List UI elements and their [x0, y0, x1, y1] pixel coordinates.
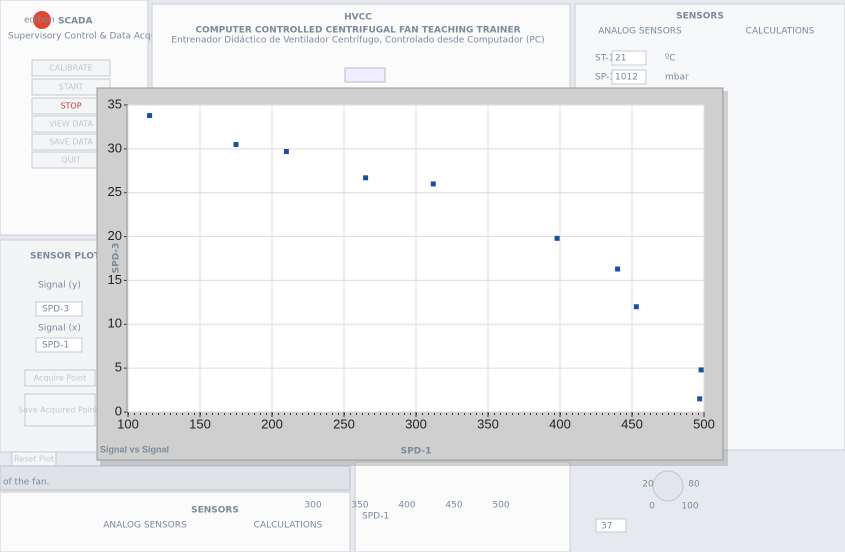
knob-label: 0: [649, 502, 655, 512]
button-label: STOP: [60, 102, 81, 111]
point: [284, 149, 289, 154]
point: [555, 236, 560, 241]
bg-tick-label: 450: [445, 501, 462, 511]
label: Signal (x): [38, 324, 81, 334]
point: [363, 175, 368, 180]
x-tick-label: 100: [117, 416, 139, 431]
sensor-unit: mbar: [665, 73, 689, 83]
point: [234, 142, 239, 147]
button-label: CALIBRATE: [49, 64, 92, 73]
tab[interactable]: ANALOG SENSORS: [598, 27, 682, 37]
bg-tick-label: 350: [351, 501, 368, 511]
y-tick-label: 25: [108, 184, 122, 199]
button-label: VIEW DATA: [49, 120, 93, 129]
point: [697, 396, 702, 401]
caption: of the fan.: [3, 478, 49, 488]
y-tick-label: 20: [108, 228, 122, 243]
x-tick-label: 200: [261, 416, 283, 431]
point: [147, 113, 152, 118]
bg-axis-label: SPD-1: [362, 512, 389, 522]
panel-title: SENSOR PLOT: [30, 252, 101, 262]
sensors-title: SENSORS: [676, 12, 724, 22]
diagram: [345, 68, 385, 82]
dropdown-value: SPD-3: [42, 305, 69, 315]
button-label: START: [59, 83, 84, 92]
x-tick-label: 400: [549, 416, 571, 431]
plot-label: Signal vs Signal: [100, 444, 169, 454]
x-tick-label: 350: [477, 416, 499, 431]
button-label: Save Acquired Points: [18, 406, 102, 415]
caption-bar: [0, 466, 350, 490]
knob-label: 100: [681, 502, 698, 512]
bg-tick-label: 300: [304, 501, 321, 511]
sensor-tag: ST-1: [595, 54, 614, 64]
tab[interactable]: ANALOG SENSORS: [103, 521, 187, 531]
button-label: SAVE DATA: [49, 138, 93, 147]
lower-title: SENSORS: [191, 506, 239, 516]
y-tick-label: 35: [108, 96, 122, 111]
tab[interactable]: CALCULATIONS: [746, 27, 815, 37]
x-tick-label: 250: [333, 416, 355, 431]
knob-value: 37: [601, 522, 612, 532]
knob-label: 80: [688, 480, 700, 490]
label: Signal (y): [38, 281, 81, 291]
button-label: Acquire Point: [34, 374, 87, 383]
bg-tick-label: 400: [398, 501, 415, 511]
x-tick-label: 300: [405, 416, 427, 431]
x-tick-label: 150: [189, 416, 211, 431]
app-subtitle: COMPUTER CONTROLLED CENTRIFUGAL FAN TEAC…: [195, 26, 520, 36]
y-tick-label: 5: [115, 360, 122, 375]
bg-tick-label: 500: [492, 501, 509, 511]
point: [634, 304, 639, 309]
dropdown-value: SPD-1: [42, 341, 69, 351]
knob[interactable]: [653, 471, 683, 501]
screen: edibon SCADA Supervisory Control & Data …: [0, 0, 845, 552]
knob-label: 20: [642, 480, 654, 490]
y-axis-label: SPD-3: [112, 243, 122, 274]
sensor-unit: ºC: [665, 54, 676, 64]
point: [615, 267, 620, 272]
x-tick-label: 500: [693, 416, 715, 431]
logo-badge: edibon: [24, 16, 55, 26]
tab[interactable]: CALCULATIONS: [254, 521, 323, 531]
sensor-value: 21: [615, 54, 626, 64]
point: [431, 181, 436, 186]
x-tick-label: 450: [621, 416, 643, 431]
app-subtitle-es: Entrenador Didáctico de Ventilador Centr…: [171, 36, 544, 46]
sensor-value: 1012: [615, 73, 638, 83]
point: [699, 367, 704, 372]
button-label: QUIT: [61, 156, 81, 165]
y-tick-label: 10: [108, 316, 122, 331]
logo: SCADA: [58, 17, 93, 27]
y-tick-label: 30: [108, 140, 122, 155]
app-title: HVCC: [344, 13, 372, 23]
x-axis-label: SPD-1: [401, 447, 432, 457]
button-label: Reset Plot: [14, 455, 54, 464]
